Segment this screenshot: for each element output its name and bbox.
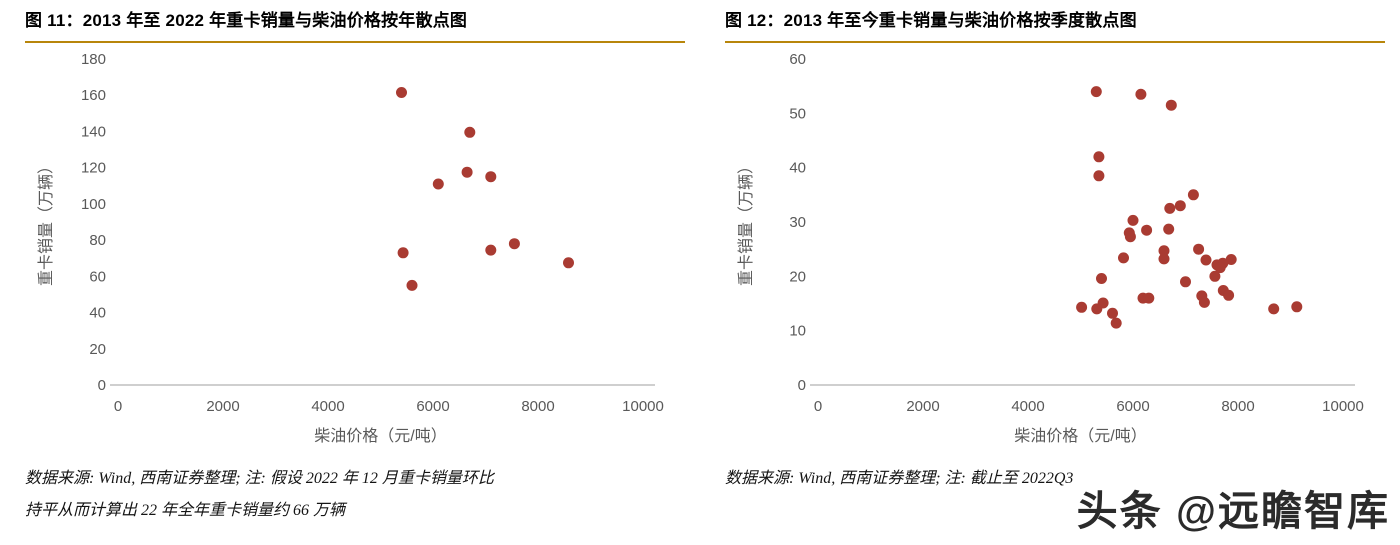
x-tick-label: 4000 [311, 398, 344, 415]
y-tick-label: 160 [81, 87, 106, 104]
data-point [485, 171, 497, 183]
figures-row: 图 11：2013 年至 2022 年重卡销量与柴油价格按年散点图 0 20 40 6… [25, 10, 1385, 527]
y-tick-label: 140 [81, 124, 106, 141]
data-point [1127, 214, 1139, 226]
data-point [406, 279, 418, 291]
data-point [1225, 254, 1237, 266]
x-tick-label: 10000 [622, 398, 664, 415]
figure-11-source-line2: 持平从而计算出 22 年全年重卡销量约 66 万辆 [25, 502, 346, 520]
data-point [1093, 170, 1105, 182]
figure-12-source-line1: 数据来源: Wind, 西南证券整理; 注: 截止至 2022Q3 [725, 470, 1074, 488]
data-point [432, 178, 444, 190]
data-point [1090, 86, 1102, 98]
x-axis-title: 柴油价格（元/吨） [1014, 427, 1146, 445]
scatter-plot-canvas: 0 20 40 60 80 100 120 140 160 180 0 2000 4000 6000 800… [37, 51, 664, 445]
data-point [1093, 151, 1105, 163]
scatter-plot-canvas: 0 10 20 30 40 50 60 0 2000 4000 6000 8000 10000 柴油价格（… [737, 51, 1364, 445]
data-point [1164, 202, 1176, 214]
figure-12: 图 12：2013 年至今重卡销量与柴油价格按季度散点图 0 10 20 30 40 50… [725, 10, 1385, 527]
x-tick-label: 8000 [1221, 398, 1254, 415]
data-point [1076, 301, 1088, 313]
data-point [1091, 303, 1103, 315]
x-tick-label: 2000 [206, 398, 239, 415]
x-tick-label: 8000 [521, 398, 554, 415]
figure-11-title: 图 11：2013 年至 2022 年重卡销量与柴油价格按年散点图 [25, 11, 468, 30]
data-point [508, 238, 520, 250]
data-point [1223, 289, 1235, 301]
figure-11-source-note: 数据来源: Wind, 西南证券整理; 注: 假设 2022 年 12 月重卡销… [25, 463, 685, 527]
figure-11-title-divider [25, 41, 685, 44]
data-point [1107, 307, 1118, 319]
data-point [1158, 245, 1170, 257]
y-tick-label: 60 [789, 51, 806, 68]
x-tick-label: 4000 [1011, 398, 1044, 415]
y-tick-label: 100 [81, 196, 106, 213]
data-point [1187, 189, 1199, 201]
figure-12-scatter-chart: 0 10 20 30 40 50 60 0 2000 4000 6000 8000 10000 柴油价格（… [725, 47, 1385, 457]
y-tick-label: 0 [98, 377, 106, 394]
y-tick-label: 120 [81, 160, 106, 177]
x-tick-label: 0 [814, 398, 822, 415]
data-point [1163, 223, 1175, 235]
y-axis-title: 重卡销量（万辆） [737, 158, 755, 286]
y-tick-label: 10 [789, 323, 806, 340]
data-point [1118, 252, 1129, 264]
data-point [397, 247, 409, 259]
data-point [1158, 253, 1170, 265]
x-tick-label: 6000 [1116, 398, 1149, 415]
data-point [1291, 301, 1303, 313]
data-point [1174, 200, 1186, 212]
x-tick-label: 2000 [906, 398, 939, 415]
data-point [563, 257, 574, 269]
watermark: 头条 @远瞻智库 [1076, 488, 1390, 534]
data-point [464, 126, 476, 138]
figure-12-title: 图 12：2013 年至今重卡销量与柴油价格按季度散点图 [725, 11, 1137, 30]
y-axis-title: 重卡销量（万辆） [37, 158, 55, 286]
figure-12-source-note: 数据来源: Wind, 西南证券整理; 注: 截止至 2022Q3 [725, 463, 1385, 495]
data-point [1193, 243, 1205, 255]
data-point [1124, 231, 1136, 243]
data-point [1209, 270, 1221, 282]
data-point [1096, 273, 1107, 285]
data-point [1180, 276, 1191, 288]
y-tick-label: 180 [81, 51, 106, 68]
y-tick-label: 20 [789, 268, 806, 285]
x-axis-title: 柴油价格（元/吨） [314, 427, 446, 445]
y-tick-label: 80 [89, 232, 106, 249]
data-point [1141, 224, 1153, 236]
figure-11-source-line1: 数据来源: Wind, 西南证券整理; 注: 假设 2022 年 12 月重卡销… [25, 470, 494, 488]
x-tick-label: 10000 [1322, 398, 1364, 415]
data-point [1200, 254, 1212, 266]
y-tick-label: 50 [789, 105, 806, 122]
data-point [1165, 99, 1177, 111]
figure-11-scatter-chart: 0 20 40 60 80 100 120 140 160 180 0 2000 4000 6000 800… [25, 47, 685, 457]
x-tick-label: 6000 [416, 398, 449, 415]
y-tick-label: 40 [89, 305, 106, 322]
data-point [1198, 296, 1210, 308]
data-point [1143, 292, 1155, 304]
y-tick-label: 40 [789, 160, 806, 177]
data-point [485, 244, 497, 256]
data-point [1110, 317, 1122, 329]
data-point [1268, 303, 1280, 315]
figure-12-title-divider [725, 41, 1385, 44]
y-tick-label: 60 [89, 268, 106, 285]
figure-11: 图 11：2013 年至 2022 年重卡销量与柴油价格按年散点图 0 20 40 6… [25, 10, 685, 527]
y-tick-label: 0 [798, 377, 806, 394]
data-point [1135, 88, 1147, 100]
data-point [396, 87, 407, 99]
y-tick-label: 30 [789, 214, 806, 231]
y-tick-label: 20 [89, 341, 106, 358]
data-point [1214, 262, 1226, 274]
x-tick-label: 0 [114, 398, 122, 415]
data-point [461, 166, 473, 178]
